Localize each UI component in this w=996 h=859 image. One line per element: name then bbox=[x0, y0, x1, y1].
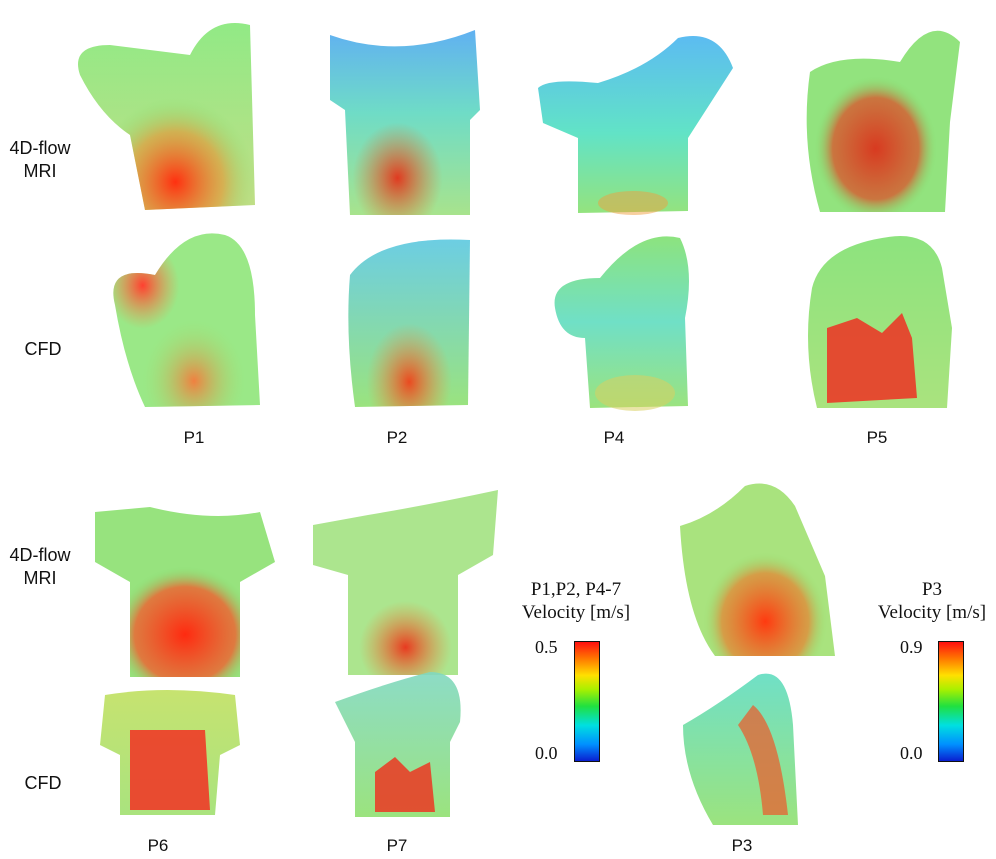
row-label-mri-bottom: 4D-flow MRI bbox=[9, 545, 71, 588]
colorbar-1 bbox=[574, 641, 600, 762]
patient-label-p1: P1 bbox=[183, 428, 205, 447]
colorbar-2-max: 0.9 bbox=[900, 637, 923, 657]
colorbar-2-min: 0.0 bbox=[900, 743, 923, 763]
patient-label-p7: P7 bbox=[386, 836, 408, 855]
colorbar-2-title: P3 Velocity [m/s] bbox=[877, 579, 987, 623]
row-label-mri-top: 4D-flow MRI bbox=[9, 138, 71, 181]
colorbar-1-title: P1,P2, P4-7 Velocity [m/s] bbox=[521, 579, 631, 623]
patient-label-p2: P2 bbox=[386, 428, 408, 447]
colorbar-2 bbox=[938, 641, 964, 762]
patient-label-p3: P3 bbox=[731, 836, 753, 855]
patient-label-p6: P6 bbox=[147, 836, 169, 855]
colorbar-1-max: 0.5 bbox=[535, 637, 558, 657]
row-label-cfd-bottom: CFD bbox=[24, 773, 62, 793]
patient-label-p5: P5 bbox=[866, 428, 888, 447]
patient-label-p4: P4 bbox=[603, 428, 625, 447]
colorbar-1-min: 0.0 bbox=[535, 743, 558, 763]
row-label-cfd-top: CFD bbox=[24, 339, 62, 359]
